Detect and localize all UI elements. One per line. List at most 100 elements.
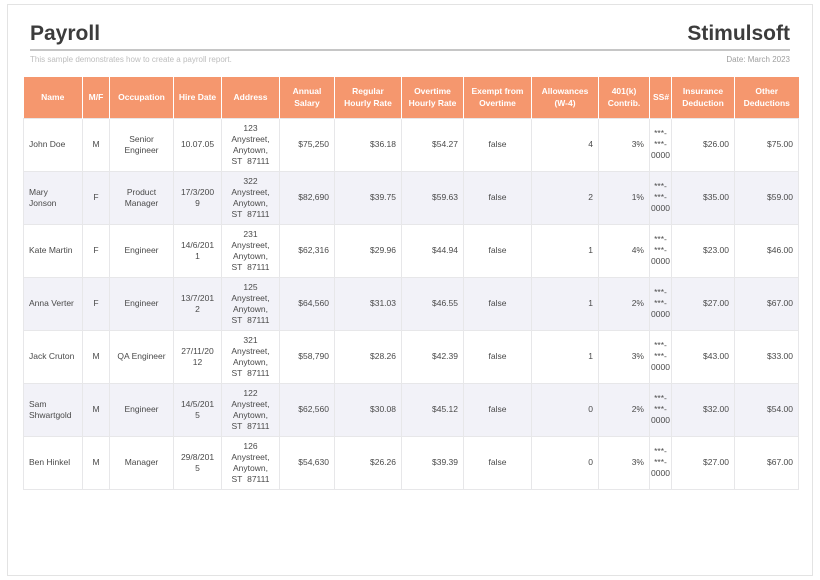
table-cell: 0 [531, 382, 599, 437]
table-cell: Mary Jonson [23, 170, 83, 225]
table-cell: 123 Anystreet, Anytown, ST 87111 [221, 117, 280, 172]
table-row: Kate Martin F Engineer 14/6/2011 231 Anystre… [23, 223, 799, 278]
table-cell: $26.00 [671, 117, 735, 172]
table-cell: $67.00 [734, 276, 799, 331]
table-cell: $23.00 [671, 223, 735, 278]
table-cell: Kate Martin [23, 223, 83, 278]
column-header-m-f: M/F [82, 77, 110, 118]
column-header-annual-salary: Annual Salary [279, 77, 335, 118]
table-cell: ***-​***-​0000 [649, 170, 672, 225]
table-cell: $58,790 [279, 329, 335, 384]
table-cell: $30.08 [334, 382, 402, 437]
table-cell: $46.55 [401, 276, 464, 331]
table-cell: $59.63 [401, 170, 464, 225]
table-cell: $27.00 [671, 276, 735, 331]
table-cell: $62,316 [279, 223, 335, 278]
table-cell: 3% [598, 117, 650, 172]
table-cell: Engineer [109, 382, 174, 437]
table-cell: M [82, 329, 110, 384]
table-cell: $44.94 [401, 223, 464, 278]
header-row: Name M/F Occupation Hire Date Address Annual … [23, 77, 799, 118]
table-cell: Sam Shwartgold [23, 382, 83, 437]
table-cell: false [463, 276, 532, 331]
column-header-regular-hourly-rate: Regular Hourly Rate [334, 77, 402, 118]
table-cell: F [82, 276, 110, 331]
table-cell: 27/11/2012 [173, 329, 222, 384]
column-header-overtime-hourly-rate: Overtime Hourly Rate [401, 77, 464, 118]
column-header-ss: SS# [649, 77, 672, 118]
column-header-401-k-contrib: 401(k) Contrib. [598, 77, 650, 118]
table-cell: ***-​***-​0000 [649, 117, 672, 172]
table-cell: $35.00 [671, 170, 735, 225]
table-cell: $42.39 [401, 329, 464, 384]
column-header-occupation: Occupation [109, 77, 174, 118]
table-cell: Ben Hinkel [23, 435, 83, 490]
table-cell: $67.00 [734, 435, 799, 490]
table-cell: $27.00 [671, 435, 735, 490]
table-cell: false [463, 170, 532, 225]
table-cell: $75.00 [734, 117, 799, 172]
table-cell: Jack Cruton [23, 329, 83, 384]
table-row: Sam Shwartgold M Engineer 14/5/2015 122 Anys… [23, 382, 799, 437]
table-cell: 14/5/2015 [173, 382, 222, 437]
table-cell: ***-​***-​0000 [649, 435, 672, 490]
table-cell: $45.12 [401, 382, 464, 437]
table-cell: false [463, 117, 532, 172]
table-cell: 2% [598, 276, 650, 331]
table-cell: $32.00 [671, 382, 735, 437]
table-cell: ***-​***-​0000 [649, 276, 672, 331]
table-cell: 17/3/2009 [173, 170, 222, 225]
table-cell: $39.39 [401, 435, 464, 490]
payroll-table: Name M/F Occupation Hire Date Address Annual … [23, 77, 799, 490]
table-cell: $82,690 [279, 170, 335, 225]
subtitle-row: This sample demonstrates how to create a… [30, 55, 790, 65]
table-cell: Anna Verter [23, 276, 83, 331]
table-cell: Engineer [109, 276, 174, 331]
table-cell: 322 Anystreet, Anytown, ST 87111 [221, 170, 280, 225]
column-header-insurance-deduction: Insurance Deduction [671, 77, 735, 118]
table-row: Mary Jonson F Product Manager 17/3/2009 322 … [23, 170, 799, 225]
table-cell: 29/8/2015 [173, 435, 222, 490]
report-header: Payroll Stimulsoft This sample demonstra… [23, 0, 797, 65]
table-cell: 125 Anystreet, Anytown, ST 87111 [221, 276, 280, 331]
table-cell: 3% [598, 329, 650, 384]
table-cell: $64,560 [279, 276, 335, 331]
table-cell: 1% [598, 170, 650, 225]
table-row: Ben Hinkel M Manager 29/8/2015 126 Anystreet… [23, 435, 799, 490]
table-cell: 2% [598, 382, 650, 437]
table-cell: $54,630 [279, 435, 335, 490]
table-cell: $54.27 [401, 117, 464, 172]
table-cell: 3% [598, 435, 650, 490]
table-cell: $46.00 [734, 223, 799, 278]
table-cell: 321 Anystreet, Anytown, ST 87111 [221, 329, 280, 384]
table-cell: $54.00 [734, 382, 799, 437]
table-cell: M [82, 117, 110, 172]
table-head: Name M/F Occupation Hire Date Address Annual … [23, 77, 799, 118]
table-cell: ***-​***-​0000 [649, 382, 672, 437]
table-cell: 2 [531, 170, 599, 225]
table-cell: 1 [531, 329, 599, 384]
column-header-exempt-from-overtime: Exempt from Overtime [463, 77, 532, 118]
table-cell: 126 Anystreet, Anytown, ST 87111 [221, 435, 280, 490]
table-cell: ***-​***-​0000 [649, 329, 672, 384]
table-cell: 1 [531, 223, 599, 278]
table-cell: 0 [531, 435, 599, 490]
column-header-address: Address [221, 77, 280, 118]
column-header-hire-date: Hire Date [173, 77, 222, 118]
report-title: Payroll [30, 22, 101, 45]
report-description: This sample demonstrates how to create a… [30, 55, 232, 64]
column-header-allowances-w-4: Allowances (W-4) [531, 77, 599, 118]
table-cell: M [82, 435, 110, 490]
table-cell: $75,250 [279, 117, 335, 172]
report-page: Payroll Stimulsoft This sample demonstra… [23, 0, 799, 490]
table-cell: John Doe [23, 117, 83, 172]
table-cell: ***-​***-​0000 [649, 223, 672, 278]
table-cell: false [463, 223, 532, 278]
table-cell: $26.26 [334, 435, 402, 490]
table-cell: false [463, 329, 532, 384]
table-cell: 231 Anystreet, Anytown, ST 87111 [221, 223, 280, 278]
table-cell: false [463, 435, 532, 490]
table-cell: $59.00 [734, 170, 799, 225]
table-cell: F [82, 223, 110, 278]
report-date: Date: March 2023 [726, 55, 790, 64]
